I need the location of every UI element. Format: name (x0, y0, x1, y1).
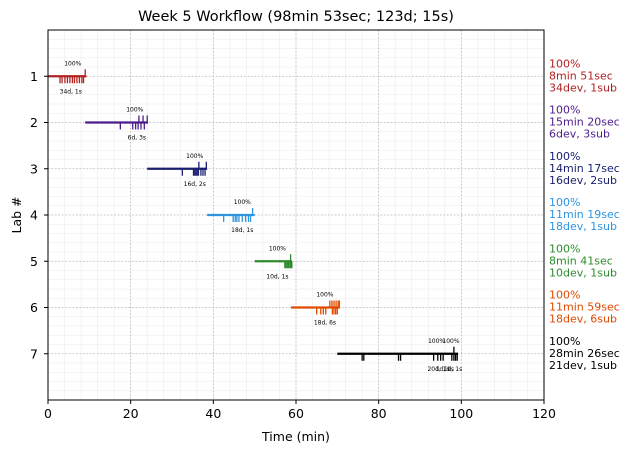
summary-line: 100% (549, 335, 580, 348)
completion-label: 100% (428, 338, 445, 345)
x-tick-label: 120 (532, 406, 556, 421)
lab-5-timeline: 100% 10d, 1s (254, 245, 293, 280)
completion-label: 100% (126, 107, 143, 114)
summary-line: 21dev, 1sub (549, 359, 617, 372)
summary-line: 18dev, 1sub (549, 220, 617, 233)
lab-4-timeline: 100% 18d, 1s (207, 199, 255, 234)
lab-1-timeline: 100% 34d, 1s (48, 60, 87, 95)
completion-label: 100% (64, 60, 81, 67)
summary-line: 100% (549, 196, 580, 209)
summary-line: 100% (549, 57, 580, 70)
counts-label: 16d, 2s (184, 181, 206, 188)
lab-2-timeline: 100% 6d, 3s (85, 107, 149, 142)
y-tick-label: 1 (30, 69, 38, 84)
summary-line: 100% (549, 150, 580, 163)
counts-label: 1d, 1s (444, 366, 462, 373)
grid (47, 30, 545, 400)
y-tick-label: 5 (30, 254, 38, 269)
y-tick-label: 2 (30, 115, 38, 130)
x-tick-label: 20 (123, 406, 139, 421)
summary-line: 8min 41sec (549, 254, 613, 267)
completion-label: 100% (234, 199, 251, 206)
lab-3-timeline: 100% 16d, 2s (147, 153, 208, 188)
summary-line: 10dev, 1sub (549, 266, 617, 279)
summary-line: 18dev, 6sub (549, 313, 617, 326)
summary-line: 15min 20sec (549, 116, 620, 129)
counts-label: 1d, 1s (436, 366, 454, 373)
completion-label: 100% (442, 338, 459, 345)
y-axis-title: Lab # (9, 196, 24, 233)
summary-line: 14min 17sec (549, 162, 620, 175)
completion-label: 100% (269, 245, 286, 252)
counts-label: 20d, 1s (427, 366, 449, 373)
summary-line: 34dev, 1sub (549, 81, 617, 94)
summary-line: 11min 19sec (549, 208, 620, 221)
counts-label: 10d, 1s (266, 273, 288, 280)
x-tick-label: 60 (288, 406, 304, 421)
lab-6-timeline: 100% 18d, 6s (291, 292, 341, 327)
summary-line: 16dev, 2sub (549, 174, 617, 187)
y-tick-label: 4 (30, 208, 38, 223)
summary-line: 100% (549, 104, 580, 117)
lab-timelines: 100% 34d, 1s 100% 6d, 3s 100% 16d, 2s 100% 18d,… (48, 60, 462, 373)
counts-label: 6d, 3s (128, 135, 146, 142)
x-tick-label: 40 (205, 406, 221, 421)
summary-line: 6dev, 3sub (549, 128, 610, 141)
axes: 0 20 40 60 80 100 120 1 2 3 4 5 6 7 (30, 69, 556, 421)
counts-label: 34d, 1s (60, 88, 82, 95)
counts-label: 18d, 1s (231, 227, 253, 234)
summary-line: 100% (549, 242, 580, 255)
summary-line: 28min 26sec (549, 347, 620, 360)
completion-label: 100% (316, 292, 333, 299)
chart-title: Week 5 Workflow (98min 53sec; 123d; 15s) (138, 9, 454, 25)
y-tick-label: 3 (30, 161, 38, 176)
x-tick-label: 80 (371, 406, 387, 421)
summary-line: 8min 51sec (549, 69, 613, 82)
summary-line: 100% (549, 289, 580, 302)
x-axis-title: Time (min) (261, 429, 330, 444)
y-tick-label: 7 (30, 346, 38, 361)
counts-label: 18d, 6s (314, 320, 336, 327)
x-tick-label: 100 (449, 406, 473, 421)
x-tick-label: 0 (44, 406, 52, 421)
y-tick-label: 6 (30, 300, 38, 315)
summary-line: 11min 59sec (549, 301, 620, 314)
completion-label: 100% (186, 153, 203, 160)
